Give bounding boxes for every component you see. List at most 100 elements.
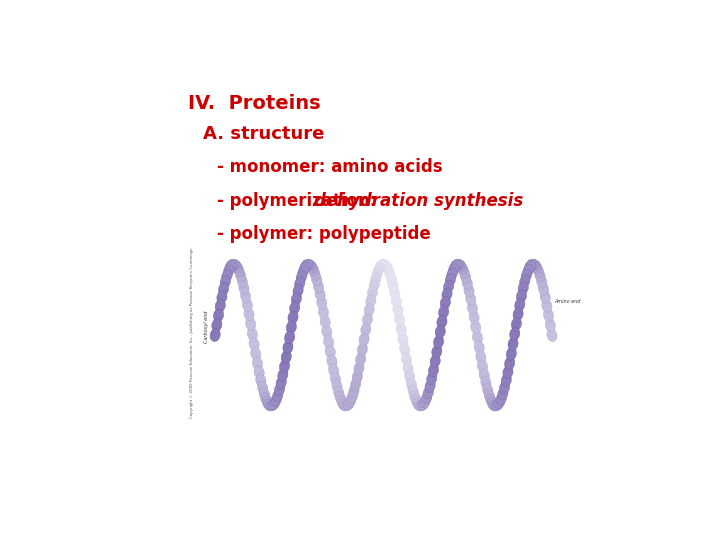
- Ellipse shape: [244, 308, 254, 321]
- Ellipse shape: [413, 401, 426, 410]
- Ellipse shape: [317, 296, 327, 309]
- Ellipse shape: [411, 395, 422, 407]
- Ellipse shape: [535, 269, 545, 282]
- Ellipse shape: [380, 260, 392, 272]
- Ellipse shape: [210, 329, 220, 341]
- Ellipse shape: [540, 291, 550, 303]
- Ellipse shape: [393, 303, 403, 316]
- Ellipse shape: [467, 301, 477, 314]
- Ellipse shape: [390, 286, 400, 299]
- Ellipse shape: [249, 338, 259, 350]
- Ellipse shape: [338, 399, 350, 410]
- Ellipse shape: [405, 370, 415, 383]
- Ellipse shape: [262, 396, 274, 408]
- Ellipse shape: [372, 267, 383, 279]
- Ellipse shape: [488, 400, 501, 410]
- Text: - monomer: amino acids: - monomer: amino acids: [217, 158, 443, 177]
- Ellipse shape: [440, 296, 451, 309]
- Ellipse shape: [256, 374, 266, 387]
- Ellipse shape: [282, 350, 292, 363]
- Ellipse shape: [500, 381, 510, 394]
- Ellipse shape: [318, 306, 328, 319]
- Ellipse shape: [310, 268, 320, 280]
- Ellipse shape: [269, 397, 280, 409]
- Ellipse shape: [510, 328, 520, 340]
- Ellipse shape: [213, 309, 224, 322]
- Ellipse shape: [541, 300, 552, 312]
- Ellipse shape: [259, 388, 269, 400]
- Ellipse shape: [228, 259, 240, 269]
- Ellipse shape: [462, 277, 472, 290]
- Ellipse shape: [254, 366, 264, 379]
- Text: Copyright © 2009 Pearson Education, Inc., publishing as Pearson Benjamin Cumming: Copyright © 2009 Pearson Education, Inc.…: [190, 247, 194, 418]
- Ellipse shape: [237, 275, 248, 287]
- Ellipse shape: [352, 370, 362, 383]
- Ellipse shape: [320, 315, 330, 328]
- Ellipse shape: [354, 362, 364, 375]
- Ellipse shape: [430, 355, 440, 368]
- Text: - polymerization:: - polymerization:: [217, 192, 382, 210]
- Ellipse shape: [242, 299, 253, 311]
- Ellipse shape: [333, 386, 344, 399]
- Ellipse shape: [539, 282, 549, 295]
- Ellipse shape: [298, 266, 309, 278]
- Ellipse shape: [371, 272, 381, 285]
- Ellipse shape: [263, 400, 276, 410]
- Ellipse shape: [273, 389, 283, 402]
- Text: Carboxyl end: Carboxyl end: [204, 310, 210, 343]
- Ellipse shape: [296, 271, 307, 284]
- Ellipse shape: [278, 369, 288, 381]
- Ellipse shape: [428, 364, 438, 377]
- Ellipse shape: [341, 400, 354, 411]
- Ellipse shape: [524, 261, 536, 273]
- Ellipse shape: [347, 390, 357, 403]
- Ellipse shape: [339, 401, 352, 410]
- Ellipse shape: [382, 262, 393, 275]
- Ellipse shape: [477, 360, 487, 373]
- Ellipse shape: [400, 343, 410, 356]
- Text: Amino end: Amino end: [554, 299, 580, 305]
- Ellipse shape: [501, 374, 511, 387]
- Ellipse shape: [457, 262, 468, 274]
- Ellipse shape: [466, 293, 476, 305]
- Ellipse shape: [461, 271, 471, 284]
- Ellipse shape: [482, 383, 493, 396]
- Ellipse shape: [289, 301, 300, 314]
- Ellipse shape: [215, 300, 225, 312]
- Ellipse shape: [413, 399, 424, 409]
- Ellipse shape: [484, 389, 495, 402]
- Ellipse shape: [418, 399, 429, 410]
- Ellipse shape: [225, 261, 236, 273]
- Ellipse shape: [527, 259, 540, 269]
- Ellipse shape: [362, 313, 372, 326]
- Ellipse shape: [366, 294, 376, 307]
- Ellipse shape: [398, 333, 408, 346]
- Ellipse shape: [516, 289, 526, 302]
- Ellipse shape: [421, 392, 432, 404]
- Ellipse shape: [545, 319, 555, 332]
- Ellipse shape: [420, 396, 431, 408]
- Ellipse shape: [485, 394, 497, 406]
- Ellipse shape: [351, 378, 361, 391]
- Ellipse shape: [529, 259, 541, 271]
- Ellipse shape: [253, 357, 263, 370]
- Ellipse shape: [240, 289, 251, 302]
- Ellipse shape: [364, 303, 374, 316]
- Ellipse shape: [425, 380, 435, 393]
- Ellipse shape: [322, 325, 332, 338]
- Ellipse shape: [533, 265, 544, 277]
- Ellipse shape: [472, 331, 482, 344]
- Ellipse shape: [345, 395, 356, 407]
- Ellipse shape: [544, 309, 554, 322]
- Ellipse shape: [223, 265, 234, 277]
- Ellipse shape: [327, 355, 337, 368]
- Ellipse shape: [361, 323, 371, 336]
- Ellipse shape: [459, 266, 469, 278]
- Ellipse shape: [348, 385, 359, 397]
- Ellipse shape: [304, 259, 316, 271]
- Ellipse shape: [293, 285, 303, 297]
- Ellipse shape: [449, 261, 462, 272]
- Ellipse shape: [343, 398, 354, 410]
- Ellipse shape: [264, 401, 277, 411]
- Ellipse shape: [330, 372, 341, 385]
